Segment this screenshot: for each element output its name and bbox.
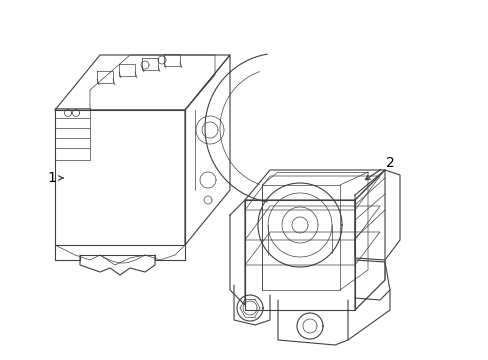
Text: 1: 1 <box>47 171 56 185</box>
Text: 2: 2 <box>385 156 393 170</box>
